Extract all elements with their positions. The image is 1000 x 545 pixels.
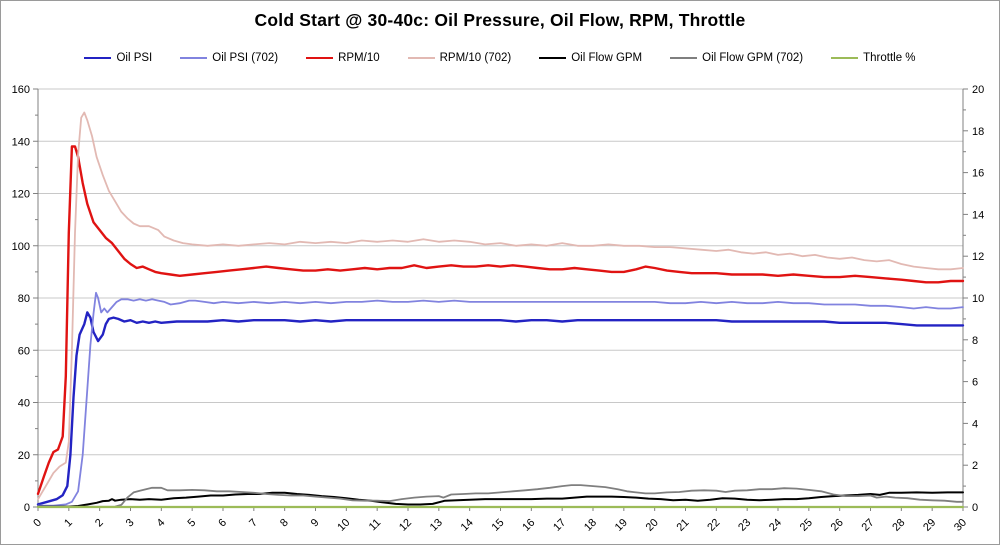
x-label-17: 17 bbox=[551, 517, 568, 534]
chart-title: Cold Start @ 30-40c: Oil Pressure, Oil F… bbox=[254, 10, 746, 30]
x-label-21: 21 bbox=[674, 517, 691, 534]
y-right-label-2: 2 bbox=[972, 460, 978, 472]
x-label-24: 24 bbox=[767, 517, 784, 534]
legend-label-throttle: Throttle % bbox=[863, 52, 916, 64]
legend-label-oil-flow-gpm: Oil Flow GPM bbox=[571, 52, 643, 64]
x-label-9: 9 bbox=[309, 517, 322, 530]
y-left-label-160: 160 bbox=[12, 84, 30, 96]
x-label-5: 5 bbox=[185, 517, 198, 530]
y-right-label-4: 4 bbox=[972, 418, 978, 430]
x-label-12: 12 bbox=[397, 517, 414, 534]
y-right-label-18: 18 bbox=[972, 126, 984, 138]
x-label-23: 23 bbox=[736, 517, 753, 534]
legend-item-oil-psi-702: Oil PSI (702) bbox=[180, 52, 278, 64]
x-label-11: 11 bbox=[367, 517, 384, 534]
legend-swatch-rpm-10-702 bbox=[407, 56, 435, 60]
x-label-19: 19 bbox=[613, 517, 630, 534]
legend-item-throttle: Throttle % bbox=[831, 52, 916, 64]
y-left-label-140: 140 bbox=[12, 136, 30, 148]
y-right-label-0: 0 bbox=[972, 502, 978, 514]
legend-item-oil-flow-gpm: Oil Flow GPM bbox=[539, 52, 642, 64]
series-rpm-10 bbox=[36, 145, 965, 496]
x-label-13: 13 bbox=[428, 517, 445, 534]
x-label-27: 27 bbox=[859, 517, 876, 534]
y-right-label-20: 20 bbox=[972, 84, 984, 96]
series-oil-flow-gpm-702 bbox=[37, 484, 964, 508]
y-right-label-8: 8 bbox=[972, 335, 978, 347]
x-label-2: 2 bbox=[93, 517, 106, 530]
x-label-3: 3 bbox=[124, 517, 137, 530]
y-left-label-100: 100 bbox=[12, 241, 30, 253]
y-left-label-120: 120 bbox=[12, 189, 30, 201]
x-label-10: 10 bbox=[335, 517, 352, 534]
legend-item-oil-flow-gpm-702: Oil Flow GPM (702) bbox=[670, 52, 803, 64]
y-left-label-0: 0 bbox=[24, 502, 30, 514]
chart-legend: Oil PSI Oil PSI (702) RPM/10 RPM/10 (702) Oi… bbox=[1, 52, 999, 64]
legend-label-rpm-10: RPM/10 bbox=[338, 52, 380, 64]
x-label-20: 20 bbox=[644, 517, 661, 534]
x-label-0: 0 bbox=[31, 517, 44, 530]
legend-swatch-oil-flow-gpm-702 bbox=[670, 56, 698, 60]
legend-label-oil-psi: Oil PSI bbox=[116, 52, 153, 64]
x-label-28: 28 bbox=[890, 517, 907, 534]
y-right-label-16: 16 bbox=[972, 168, 984, 180]
legend-swatch-oil-flow-gpm bbox=[539, 56, 567, 60]
series-rpm-10-702 bbox=[37, 111, 964, 501]
legend-swatch-oil-psi bbox=[84, 56, 112, 60]
series-oil-flow-gpm bbox=[37, 491, 964, 508]
legend-label-rpm-10-702: RPM/10 (702) bbox=[439, 52, 512, 64]
x-label-29: 29 bbox=[921, 517, 938, 534]
x-label-6: 6 bbox=[216, 517, 229, 530]
series-oil-psi bbox=[36, 311, 965, 506]
x-label-30: 30 bbox=[952, 517, 969, 534]
legend-swatch-oil-psi-702 bbox=[180, 56, 208, 60]
x-label-18: 18 bbox=[582, 517, 599, 534]
x-label-25: 25 bbox=[798, 517, 815, 534]
x-label-15: 15 bbox=[489, 517, 506, 534]
legend-swatch-throttle bbox=[831, 56, 859, 60]
legend-label-oil-psi-702: Oil PSI (702) bbox=[212, 52, 279, 64]
y-left-label-20: 20 bbox=[18, 450, 30, 462]
y-left-label-40: 40 bbox=[18, 398, 30, 410]
x-label-4: 4 bbox=[155, 517, 168, 530]
x-label-22: 22 bbox=[705, 517, 722, 534]
x-label-14: 14 bbox=[459, 517, 476, 534]
y-left-label-60: 60 bbox=[18, 345, 30, 357]
y-right-label-12: 12 bbox=[972, 251, 984, 263]
x-label-7: 7 bbox=[247, 517, 260, 530]
legend-label-oil-flow-gpm-702: Oil Flow GPM (702) bbox=[702, 52, 804, 64]
x-label-16: 16 bbox=[520, 517, 537, 534]
legend-item-rpm-10-702: RPM/10 (702) bbox=[407, 52, 512, 64]
legend-item-rpm-10: RPM/10 bbox=[306, 52, 380, 64]
y-right-label-10: 10 bbox=[972, 293, 984, 305]
x-label-26: 26 bbox=[829, 517, 846, 534]
y-right-label-14: 14 bbox=[972, 209, 984, 221]
x-label-1: 1 bbox=[62, 517, 75, 530]
legend-swatch-rpm-10 bbox=[306, 56, 334, 60]
legend-item-oil-psi: Oil PSI bbox=[84, 52, 152, 64]
series-oil-psi-702 bbox=[37, 291, 964, 507]
x-label-8: 8 bbox=[278, 517, 291, 530]
y-left-label-80: 80 bbox=[18, 293, 30, 305]
y-right-label-6: 6 bbox=[972, 377, 978, 389]
